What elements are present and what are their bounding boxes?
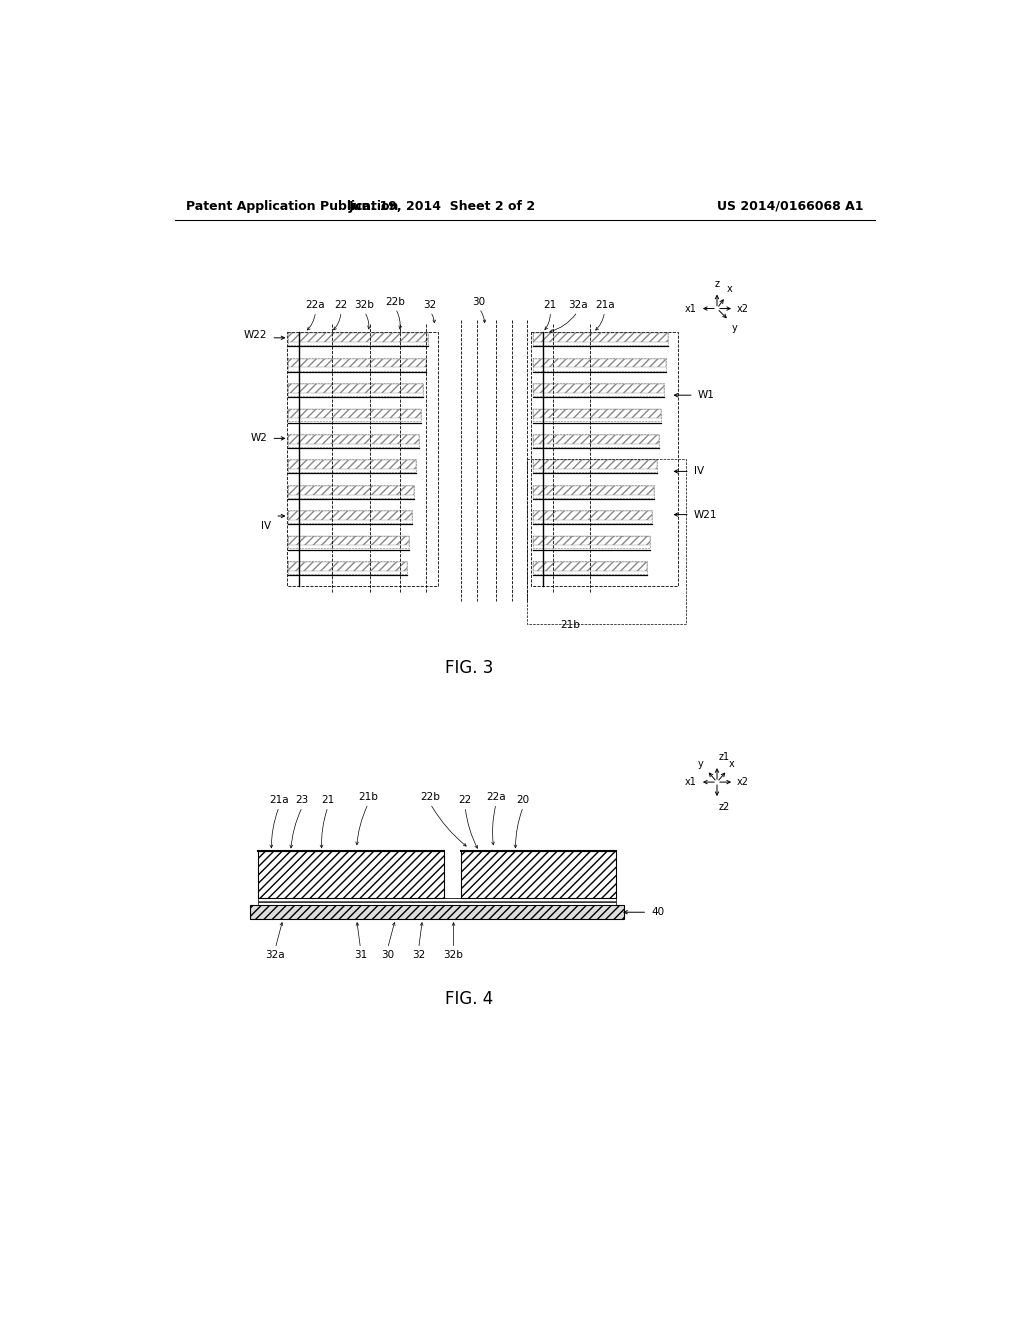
Text: 32: 32	[424, 300, 437, 310]
Bar	[532, 459, 656, 473]
Bar	[461, 851, 616, 898]
Text: 21b: 21b	[358, 792, 378, 803]
Bar	[289, 486, 414, 495]
Text: FIG. 4: FIG. 4	[444, 990, 494, 1008]
Bar	[527, 459, 686, 624]
Text: 32b: 32b	[354, 300, 375, 310]
Text: 31: 31	[354, 950, 368, 960]
Text: x2: x2	[737, 304, 750, 314]
Bar	[289, 359, 426, 367]
Bar	[289, 511, 412, 523]
Bar	[289, 333, 428, 342]
Bar	[289, 409, 421, 418]
Text: x1: x1	[685, 777, 697, 787]
Text: 23: 23	[296, 795, 309, 805]
Bar	[289, 561, 407, 574]
Bar	[289, 511, 412, 520]
Bar	[532, 383, 664, 396]
Bar	[532, 536, 649, 545]
Bar	[289, 536, 410, 545]
Text: US 2014/0166068 A1: US 2014/0166068 A1	[717, 199, 863, 213]
Text: 21: 21	[544, 300, 557, 310]
Bar	[289, 384, 423, 393]
Text: 32a: 32a	[567, 300, 588, 310]
Bar	[289, 383, 423, 396]
Bar	[289, 333, 428, 345]
Bar	[532, 359, 666, 367]
Text: x: x	[729, 759, 734, 768]
Text: 21: 21	[322, 795, 335, 805]
Bar	[289, 484, 414, 498]
Text: 21a: 21a	[595, 300, 614, 310]
Text: 32: 32	[412, 950, 425, 960]
Bar	[251, 906, 624, 919]
Text: FIG. 3: FIG. 3	[444, 659, 494, 677]
Text: IV: IV	[261, 521, 271, 531]
Text: 22a: 22a	[306, 300, 326, 310]
Text: 30: 30	[381, 950, 394, 960]
Text: z2: z2	[719, 803, 730, 812]
Bar	[532, 486, 654, 495]
Text: 40: 40	[651, 907, 665, 917]
Bar	[532, 536, 649, 548]
Bar	[532, 358, 666, 371]
Text: 21a: 21a	[269, 795, 289, 805]
Bar	[532, 333, 669, 342]
Text: Jun. 19, 2014  Sheet 2 of 2: Jun. 19, 2014 Sheet 2 of 2	[348, 199, 536, 213]
Bar	[531, 331, 678, 586]
Text: W2: W2	[251, 433, 267, 444]
Bar	[532, 562, 647, 570]
Bar	[289, 358, 426, 371]
Text: 22: 22	[459, 795, 472, 805]
Bar	[532, 333, 669, 345]
Bar	[532, 409, 662, 418]
Text: y: y	[732, 323, 737, 334]
Bar	[289, 434, 419, 444]
Text: W1: W1	[697, 391, 715, 400]
Text: x2: x2	[737, 777, 750, 787]
Text: 22: 22	[335, 300, 348, 310]
Bar	[532, 409, 662, 421]
Text: z1: z1	[719, 752, 730, 762]
Text: 30: 30	[472, 297, 485, 308]
Text: 32b: 32b	[443, 950, 464, 960]
Text: 32a: 32a	[265, 950, 285, 960]
Text: y: y	[698, 759, 703, 768]
Text: x1: x1	[685, 304, 697, 314]
Text: 21b: 21b	[560, 620, 580, 631]
Text: 22b: 22b	[420, 792, 440, 803]
Bar	[532, 484, 654, 498]
Bar	[289, 409, 421, 421]
Bar	[532, 434, 658, 444]
Bar	[289, 434, 419, 446]
Bar	[289, 461, 417, 469]
Bar	[289, 459, 417, 473]
Bar	[289, 536, 410, 548]
Bar	[258, 851, 444, 898]
Text: W21: W21	[693, 510, 717, 520]
Bar	[532, 461, 656, 469]
Bar	[532, 511, 652, 520]
Text: x: x	[727, 284, 733, 293]
Bar	[532, 511, 652, 523]
Text: 20: 20	[517, 795, 529, 805]
Text: W22: W22	[244, 330, 267, 341]
Bar	[289, 562, 407, 570]
Text: Patent Application Publication: Patent Application Publication	[186, 199, 398, 213]
Bar	[532, 434, 658, 446]
Text: z: z	[715, 279, 720, 289]
Text: IV: IV	[693, 466, 703, 477]
Bar	[532, 561, 647, 574]
Bar	[532, 384, 664, 393]
Bar	[258, 898, 616, 906]
Bar	[287, 331, 438, 586]
Text: 22a: 22a	[486, 792, 506, 803]
Text: 22b: 22b	[385, 297, 406, 308]
